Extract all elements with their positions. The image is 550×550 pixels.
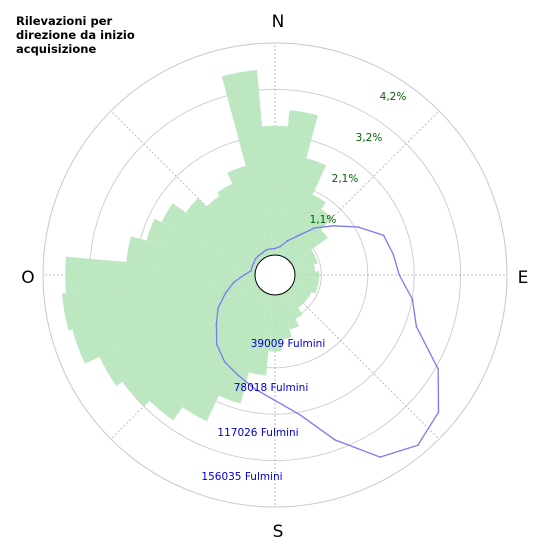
percent-bars: [61, 70, 332, 422]
count-tick-label: 39009 Fulmini: [251, 338, 326, 350]
percent-bar: [221, 70, 274, 256]
count-point: [296, 235, 299, 237]
count-tick-label: 117026 Fulmini: [217, 427, 298, 439]
count-point: [286, 240, 289, 242]
percent-bar: [149, 289, 264, 421]
percent-bar: [146, 218, 257, 270]
count-point: [257, 254, 260, 257]
percent-bar: [286, 208, 332, 261]
count-point: [298, 413, 301, 416]
axis-labels: N E S O 1,1% 2,1% 3,2% 4,2% 39009 Fulmin…: [21, 12, 528, 542]
count-point: [261, 252, 264, 254]
grid-spoke: [110, 110, 262, 262]
compass-east: E: [518, 268, 529, 288]
count-point: [332, 225, 335, 227]
percent-bar: [294, 264, 316, 274]
chart-title: Rilevazioni per direzione da inizio acqu…: [16, 14, 135, 56]
percent-bar: [289, 286, 308, 304]
percent-bar: [185, 198, 261, 264]
percent-bar: [276, 294, 292, 340]
count-point: [415, 325, 418, 328]
percent-bar: [126, 236, 256, 274]
count-point: [217, 307, 219, 309]
percent-bar: [283, 291, 303, 319]
percent-tick-label: 1,1%: [310, 214, 337, 226]
compass-south: S: [273, 522, 284, 542]
percent-bar: [286, 289, 304, 308]
percent-bar: [72, 280, 257, 364]
grid-spoke: [288, 110, 440, 262]
count-line-layer: [215, 225, 440, 458]
percent-bar: [65, 256, 256, 294]
percent-bar: [99, 283, 259, 387]
percent-bar: [227, 165, 270, 257]
percent-bar: [291, 249, 316, 267]
count-point: [279, 245, 281, 248]
count-point: [379, 456, 381, 458]
count-point: [237, 374, 240, 377]
percent-bar: [291, 283, 312, 299]
count-point: [392, 253, 395, 255]
count-point: [274, 247, 276, 250]
count-tick-label: 78018 Fulmini: [234, 382, 309, 394]
count-point: [254, 388, 256, 390]
percent-bar: [293, 280, 318, 294]
count-tick-label: 156035 Fulmini: [201, 471, 282, 483]
count-point: [254, 257, 257, 260]
percent-bar: [217, 183, 267, 259]
percent-bar: [61, 276, 256, 331]
count-point: [265, 249, 267, 251]
percent-bar: [206, 195, 264, 261]
grid-spoke: [288, 288, 440, 440]
compass-north: N: [272, 12, 285, 32]
count-point: [437, 411, 440, 414]
percent-bar: [261, 125, 289, 256]
count-point: [274, 399, 276, 402]
count-point: [224, 292, 227, 294]
count-point: [233, 281, 235, 284]
percent-bar: [280, 293, 299, 330]
percent-bar: [122, 286, 261, 407]
percent-bar: [248, 294, 274, 376]
percent-bar: [289, 229, 328, 264]
percent-bar: [161, 203, 259, 267]
percent-tick-label: 4,2%: [380, 91, 407, 103]
count-point: [334, 439, 336, 441]
percent-bar: [276, 110, 318, 256]
percent-bar: [283, 194, 326, 259]
percent-bar: [268, 294, 282, 352]
percent-bar: [293, 256, 318, 270]
count-point: [269, 248, 272, 250]
percent-bar: [218, 293, 270, 404]
compass-west: O: [21, 268, 34, 288]
count-point: [243, 274, 245, 276]
center-hole: [254, 254, 296, 296]
percent-bar: [280, 158, 327, 257]
count-point: [224, 361, 226, 363]
count-point: [253, 262, 255, 264]
grid-ring: [42, 42, 508, 508]
percent-bar: [182, 291, 267, 422]
count-point: [398, 274, 401, 276]
percent-bar: [294, 271, 320, 279]
count-point: [251, 265, 253, 268]
count-point: [215, 343, 218, 346]
percent-tick-label: 3,2%: [356, 132, 383, 144]
count-point: [215, 323, 218, 326]
count-point: [313, 227, 316, 229]
percent-bar: [294, 276, 320, 287]
count-point: [357, 226, 360, 228]
count-point: [250, 270, 252, 272]
count-point: [437, 368, 440, 371]
count-point: [411, 298, 414, 301]
count-point: [417, 444, 419, 447]
count-point: [382, 234, 385, 237]
percent-tick-label: 2,1%: [332, 173, 359, 185]
